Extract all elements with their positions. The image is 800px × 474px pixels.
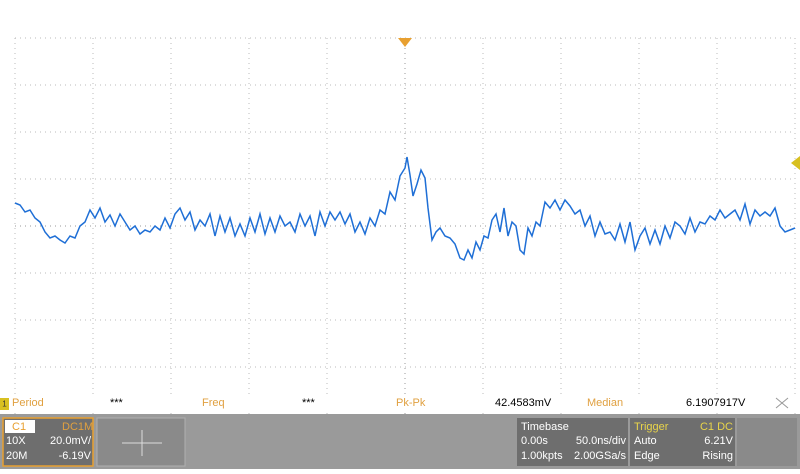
trigger-level-marker — [791, 156, 800, 170]
timebase-title: Timebase — [521, 421, 569, 433]
channel-marker — [0, 398, 9, 410]
close-button[interactable] — [775, 397, 789, 409]
channel-offset: -6.19V — [59, 450, 92, 462]
measure-value: 42.4583mV — [495, 397, 552, 409]
measure-value: 6.1907917V — [686, 397, 746, 409]
measure-value: *** — [110, 397, 124, 409]
channel-coupling: DC1M — [62, 421, 93, 433]
timebase-box[interactable] — [517, 418, 628, 466]
channel-scale: 20.0mV/ — [50, 435, 92, 447]
trigger-position-marker — [398, 38, 412, 47]
grid — [14, 37, 796, 414]
channel-name: C1 — [12, 421, 26, 433]
channel-marker-label: 1 — [2, 400, 7, 409]
waveform-trace — [14, 156, 796, 262]
trigger-slope: Rising — [702, 450, 733, 462]
channel-probe: 10X — [6, 435, 26, 447]
channel-tag — [5, 420, 35, 433]
menu-box[interactable] — [737, 418, 797, 466]
timebase-points: 1.00kpts — [521, 450, 563, 462]
timebase-delay: 0.00s — [521, 435, 548, 447]
trigger-type: Edge — [634, 450, 660, 462]
measure-label: Pk-Pk — [396, 397, 426, 409]
measure-label: Median — [587, 397, 623, 409]
trigger-source: C1 DC — [700, 421, 733, 433]
measure-label: Freq — [202, 397, 225, 409]
trigger-title: Trigger — [634, 421, 669, 433]
timebase-scale: 50.0ns/div — [576, 435, 627, 447]
timebase-rate: 2.00GSa/s — [574, 450, 626, 462]
trigger-box[interactable] — [630, 418, 735, 466]
trigger-mode: Auto — [634, 435, 657, 447]
channel-bandwidth: 20M — [6, 450, 27, 462]
add-channel-box[interactable] — [96, 417, 186, 467]
measure-value: *** — [302, 397, 316, 409]
crosshair-icon — [122, 430, 162, 456]
measurement-bar — [0, 394, 800, 413]
trigger-level: 6.21V — [704, 435, 733, 447]
measure-label: Period — [12, 397, 44, 409]
